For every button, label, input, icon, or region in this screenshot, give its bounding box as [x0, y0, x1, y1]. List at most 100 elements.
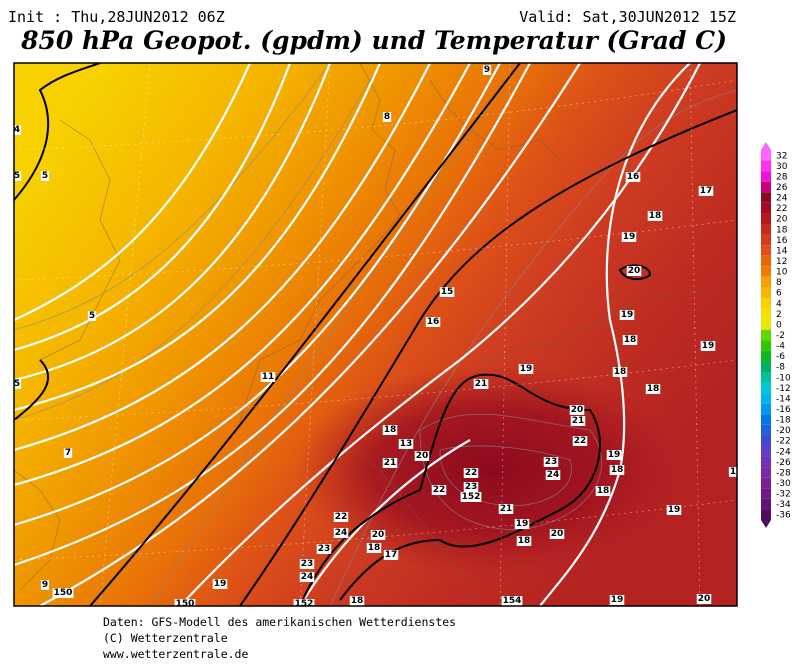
label-box — [570, 416, 586, 426]
legend-swatch — [761, 498, 771, 510]
contour-label: 17 — [385, 550, 398, 560]
legend-label: -34 — [776, 500, 791, 510]
legend-label: 10 — [776, 268, 788, 278]
legend-label: -32 — [776, 490, 791, 500]
contour-label: 13 — [400, 439, 413, 449]
label-box — [595, 486, 611, 496]
contour-label: 20 — [571, 405, 584, 415]
label-box — [501, 596, 523, 606]
contour-label: 22 — [574, 436, 587, 446]
footer-line: (C) Wetterzentrale — [103, 631, 228, 645]
label-box — [645, 384, 661, 394]
contour-label: 19 — [516, 519, 529, 529]
label-box — [473, 379, 489, 389]
legend-label: 6 — [776, 289, 782, 299]
legend-label: -6 — [776, 352, 785, 362]
label-box — [40, 580, 50, 590]
legend-label: -12 — [776, 384, 791, 394]
contour-label: 9 — [484, 65, 490, 75]
label-box — [349, 596, 365, 606]
label-box — [460, 492, 482, 502]
contour-label: 23 — [301, 559, 314, 569]
label-box — [482, 65, 492, 75]
legend-swatch — [761, 329, 771, 341]
legend-label: 4 — [776, 299, 782, 309]
label-box — [14, 379, 22, 389]
valid-time: Valid: Sat,30JUN2012 15Z — [519, 8, 736, 26]
legend-label: 24 — [776, 194, 788, 204]
legend-swatch — [761, 234, 771, 246]
legend-swatch — [761, 150, 771, 161]
label-box — [316, 544, 332, 554]
contour-label: 11 — [262, 372, 275, 382]
label-box — [696, 594, 712, 604]
legend-swatch — [761, 308, 771, 320]
legend-label: -26 — [776, 458, 791, 468]
label-box — [498, 504, 514, 514]
legend-swatch — [761, 319, 771, 330]
legend-swatch — [761, 393, 771, 404]
label-box — [333, 528, 349, 538]
label-box — [622, 335, 638, 345]
label-box — [543, 457, 559, 467]
contour-label: 7 — [65, 448, 71, 458]
label-box — [700, 341, 716, 351]
contour-label: 18 — [614, 367, 627, 377]
label-box — [370, 530, 386, 540]
legend-swatch — [761, 403, 771, 415]
label-box — [612, 367, 628, 377]
legend-swatch — [761, 287, 771, 298]
label-box — [518, 364, 534, 374]
label-box — [572, 436, 588, 446]
label-box — [463, 468, 479, 478]
legend-arrow-bottom — [761, 520, 771, 528]
label-box — [382, 425, 398, 435]
legend-swatch — [761, 181, 771, 193]
contour-label: 154 — [503, 596, 522, 606]
legend-label: 32 — [776, 151, 787, 161]
legend-swatch — [761, 350, 771, 362]
legend-label: -4 — [776, 342, 785, 352]
contour-label: 4 — [14, 125, 20, 135]
contour-label: 5 — [89, 311, 95, 321]
legend-label: 28 — [776, 172, 788, 182]
contour-label: 16 — [427, 317, 440, 327]
legend-label: -36 — [776, 511, 791, 521]
legend-swatch — [761, 224, 771, 235]
contour-label: 19 — [621, 310, 634, 320]
contour-label: 19 — [668, 505, 681, 515]
label-box — [174, 599, 196, 606]
contour-label: 5 — [14, 379, 20, 389]
label-box — [431, 485, 447, 495]
label-box — [666, 505, 682, 515]
legend-label: -2 — [776, 331, 785, 341]
contour-label: 21 — [572, 416, 585, 426]
contour-label: 22 — [335, 512, 348, 522]
label-box — [425, 317, 441, 327]
legend-swatch — [761, 509, 771, 520]
map-frame — [13, 62, 738, 607]
legend-label: -10 — [776, 373, 791, 383]
legend-swatch — [761, 414, 771, 425]
label-box — [260, 372, 276, 382]
legend-swatch — [761, 467, 771, 478]
footer-line: www.wetterzentrale.de — [103, 647, 248, 661]
contour-label: 9 — [42, 580, 48, 590]
legend-label: 14 — [776, 246, 788, 256]
contour-label: 19 — [608, 450, 621, 460]
label-box — [728, 467, 737, 477]
legend-swatch — [761, 446, 771, 457]
footer-line: Daten: GFS-Modell des amerikanischen Wet… — [103, 615, 456, 629]
legend-swatch — [761, 266, 771, 277]
label-box — [52, 588, 74, 598]
label-box — [545, 470, 561, 480]
legend-swatch — [761, 171, 771, 182]
legend-label: -18 — [776, 416, 791, 426]
legend-label: 16 — [776, 236, 788, 246]
legend-label: 0 — [776, 320, 782, 330]
contour-label: 8 — [384, 112, 390, 122]
contour-label: 18 — [368, 543, 381, 553]
label-box — [14, 171, 22, 181]
label-box — [366, 543, 382, 553]
